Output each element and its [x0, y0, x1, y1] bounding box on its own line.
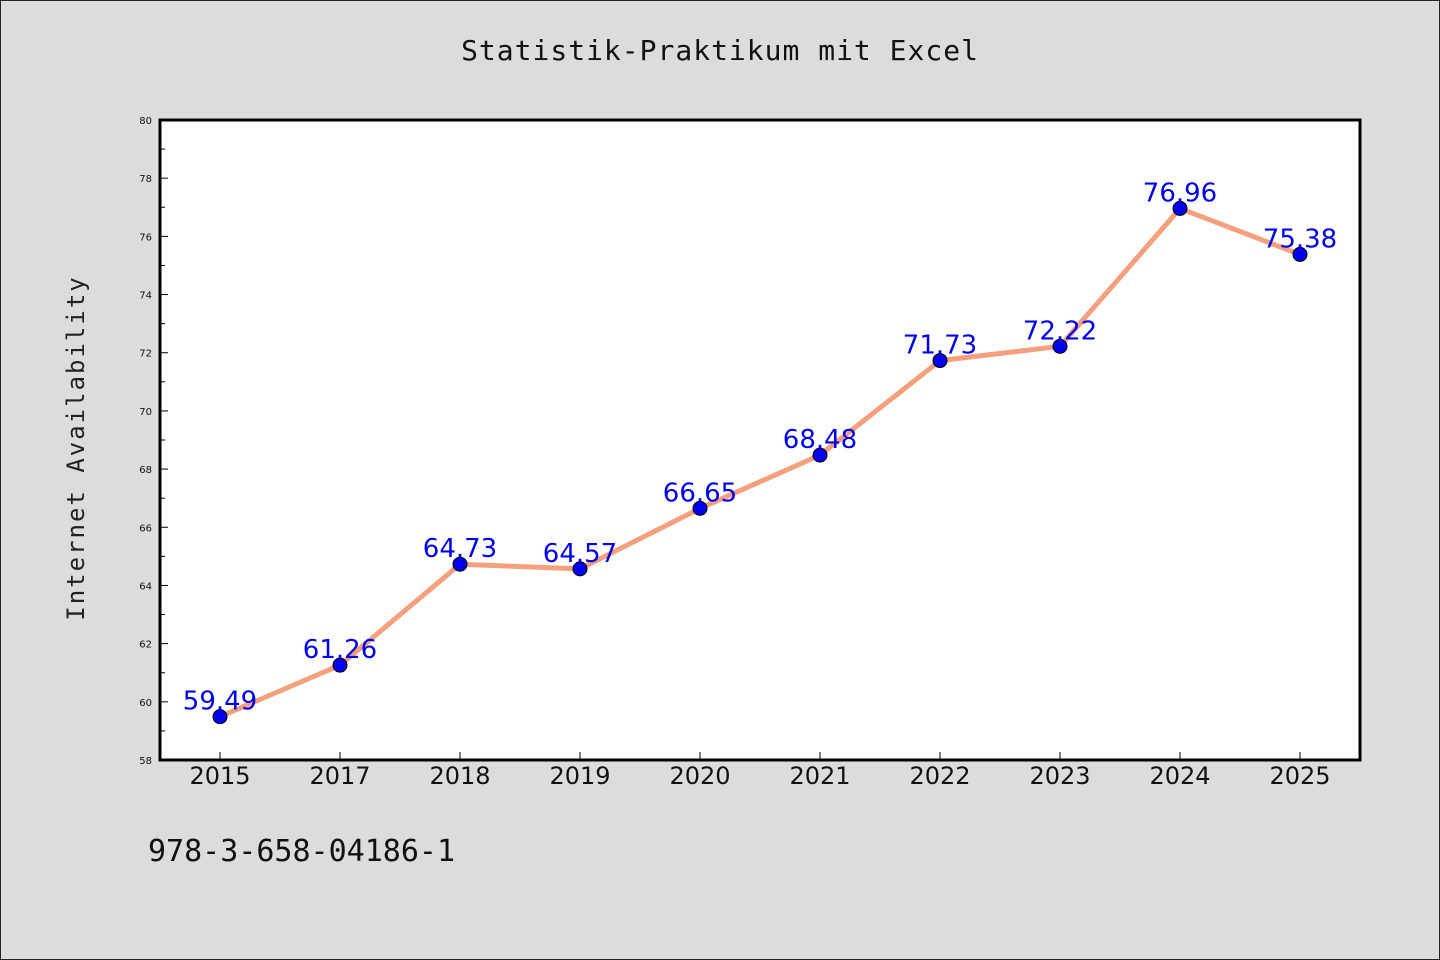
y-tick-label: 78 — [139, 174, 152, 185]
data-label: 72.22 — [1023, 316, 1097, 346]
chart-title: Statistik-Praktikum mit Excel — [461, 34, 979, 67]
x-tick-label: 2022 — [909, 762, 970, 790]
data-point — [212, 709, 228, 725]
y-tick-label: 72 — [139, 349, 152, 360]
data-label: 59.49 — [183, 687, 257, 717]
x-tick-label: 2018 — [429, 762, 490, 790]
y-tick-label: 64 — [139, 581, 152, 592]
isbn-footnote: 978-3-658-04186-1 — [148, 834, 456, 869]
x-tick-label: 2025 — [1269, 762, 1330, 790]
y-tick-label: 62 — [139, 640, 152, 651]
x-tick-label: 2021 — [789, 762, 850, 790]
y-tick-label: 58 — [139, 756, 152, 767]
data-point — [932, 353, 948, 369]
data-label: 64.73 — [423, 534, 497, 564]
data-label: 71.73 — [903, 331, 977, 361]
data-label: 75.38 — [1263, 224, 1337, 254]
y-tick-label: 76 — [139, 232, 152, 243]
y-tick-label: 68 — [139, 465, 152, 476]
y-tick-label: 60 — [139, 698, 152, 709]
x-tick-label: 2024 — [1149, 762, 1210, 790]
data-point — [1292, 246, 1308, 262]
x-tick-label: 2015 — [189, 762, 250, 790]
y-tick-label: 80 — [139, 116, 152, 127]
data-point — [332, 657, 348, 673]
data-label: 66.65 — [663, 478, 737, 508]
data-label: 64.57 — [543, 539, 617, 569]
data-label: 76.96 — [1143, 178, 1217, 208]
y-tick-label: 70 — [139, 407, 152, 418]
data-point — [572, 561, 588, 577]
y-tick-label: 74 — [139, 291, 152, 302]
plot-area — [158, 118, 1362, 762]
data-point — [692, 500, 708, 516]
y-tick-label: 66 — [139, 523, 152, 534]
x-tick-label: 2017 — [309, 762, 370, 790]
x-tick-label: 2020 — [669, 762, 730, 790]
data-label: 61.26 — [303, 635, 377, 665]
data-point — [1052, 338, 1068, 354]
x-tick-label: 2019 — [549, 762, 610, 790]
data-point — [452, 556, 468, 572]
series-line — [219, 205, 1301, 719]
data-point — [1172, 200, 1188, 216]
data-point — [812, 447, 828, 463]
data-label: 68.48 — [783, 425, 857, 455]
x-tick-label: 2023 — [1029, 762, 1090, 790]
